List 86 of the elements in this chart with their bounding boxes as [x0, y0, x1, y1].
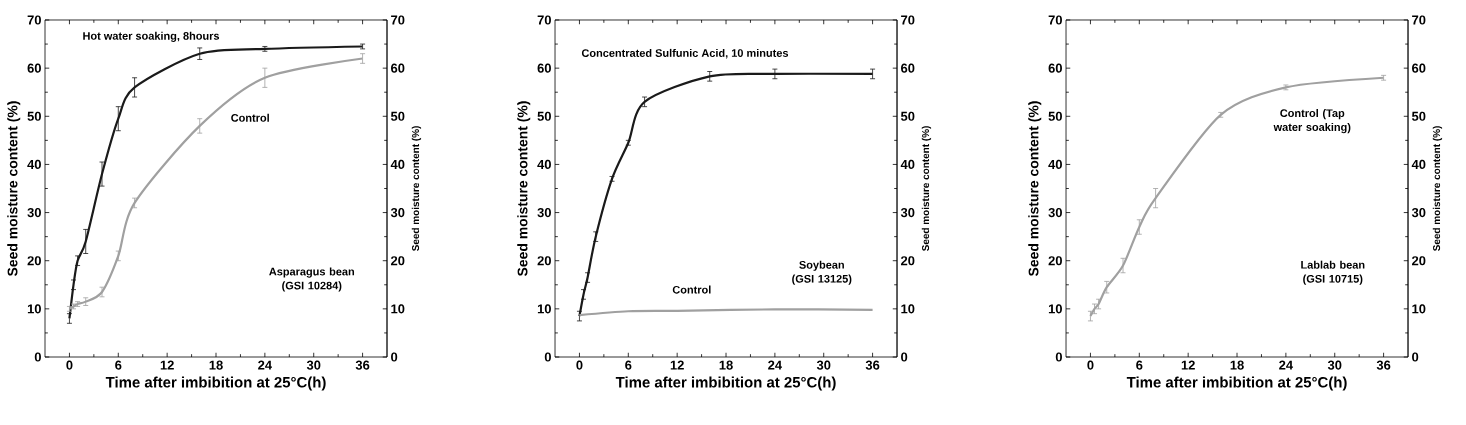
- y-tick-label: 40: [1048, 159, 1062, 170]
- y-tick-label: 0: [1055, 352, 1062, 362]
- annotation: Concentrated Sulfunic Acid, 10 minutes: [581, 48, 789, 59]
- x-tick-label: 12: [160, 360, 174, 370]
- y2-tick-label: 30: [390, 207, 405, 218]
- y-tick-label: 70: [27, 15, 41, 25]
- y-tick-label: 20: [27, 256, 41, 266]
- y-tick-label: 30: [1048, 207, 1062, 218]
- y2-axis-title: Seed moisture content (%): [1432, 126, 1443, 252]
- x-tick-label: 12: [670, 360, 684, 370]
- y-tick-label: 40: [27, 159, 41, 170]
- x-tick-label: 18: [209, 360, 223, 370]
- y2-axis-title: Seed moisture content (%): [921, 126, 932, 252]
- annotation: Control (Tap water soaking): [1273, 109, 1351, 134]
- y2-tick-label: 40: [1411, 159, 1426, 170]
- x-tick-label: 6: [1136, 360, 1143, 370]
- y-axis-title: Seed moisture content (%): [517, 101, 531, 277]
- y-tick-label: 10: [27, 304, 41, 314]
- y2-tick-label: 70: [1412, 15, 1426, 25]
- y-tick-label: 10: [537, 304, 551, 314]
- y2-tick-label: 50: [900, 111, 915, 121]
- y-tick-label: 20: [537, 256, 551, 266]
- annotation: Asparagus bean (GSI 10284): [269, 267, 355, 292]
- y-tick-label: 30: [537, 207, 551, 218]
- y2-tick-label: 0: [1412, 352, 1419, 362]
- y2-axis-title: Seed moisture content (%): [411, 126, 422, 252]
- y2-tick-label: 10: [901, 304, 915, 314]
- y-tick-label: 70: [537, 15, 551, 25]
- x-tick-label: 30: [816, 360, 831, 370]
- x-tick-label: 18: [719, 360, 733, 370]
- y2-tick-label: 40: [390, 159, 405, 170]
- y-tick-label: 60: [1048, 63, 1062, 73]
- y2-tick-label: 70: [901, 15, 915, 25]
- y2-tick-label: 0: [901, 352, 908, 362]
- annotation: Lablab bean (GSI 10715): [1301, 260, 1365, 285]
- x-axis-title: Time after imbibition at 25°C(h): [105, 376, 326, 391]
- y-tick-label: 0: [34, 352, 41, 362]
- y2-tick-label: 70: [391, 15, 405, 25]
- y-axis-title: Seed moisture content (%): [7, 101, 21, 277]
- x-tick-label: 0: [66, 360, 73, 370]
- annotation: Soybean (GSI 13125): [792, 260, 852, 285]
- annotation: Hot water soaking, 8hours: [83, 31, 220, 42]
- y2-tick-label: 10: [391, 304, 405, 314]
- y2-tick-label: 60: [391, 63, 405, 73]
- x-tick-label: 0: [576, 360, 583, 370]
- x-tick-label: 24: [258, 360, 273, 370]
- x-tick-label: 36: [355, 360, 370, 370]
- x-axis-title: Time after imbibition at 25°C(h): [615, 376, 836, 391]
- y2-tick-label: 60: [901, 63, 915, 73]
- y-tick-label: 0: [544, 352, 551, 362]
- y2-tick-label: 20: [390, 256, 405, 266]
- x-tick-label: 36: [865, 360, 880, 370]
- y2-tick-label: 40: [900, 159, 915, 170]
- y2-tick-label: 20: [900, 256, 915, 266]
- y-axis-title: Seed moisture content (%): [1028, 101, 1042, 277]
- y-tick-label: 10: [1048, 304, 1062, 314]
- y2-tick-label: 30: [1411, 207, 1426, 218]
- y-tick-label: 70: [1048, 15, 1062, 25]
- y2-tick-label: 30: [900, 207, 915, 218]
- x-tick-label: 6: [115, 360, 122, 370]
- y2-tick-label: 20: [1412, 256, 1426, 266]
- x-axis-title: Time after imbibition at 25°C(h): [1126, 376, 1347, 391]
- x-tick-label: 12: [1181, 360, 1195, 370]
- x-tick-label: 30: [1327, 360, 1342, 370]
- x-tick-label: 18: [1230, 360, 1244, 370]
- x-tick-label: 36: [1376, 360, 1391, 370]
- x-tick-label: 24: [1279, 360, 1294, 370]
- y-tick-label: 20: [1048, 256, 1062, 266]
- x-tick-label: 30: [306, 360, 321, 370]
- y-tick-label: 50: [1048, 111, 1062, 121]
- x-tick-label: 6: [625, 360, 632, 370]
- y-tick-label: 50: [537, 111, 551, 121]
- x-tick-label: 0: [1087, 360, 1094, 370]
- y-tick-label: 30: [27, 207, 41, 218]
- y-tick-label: 60: [537, 63, 551, 73]
- y-tick-label: 60: [27, 63, 41, 73]
- annotation: Control: [672, 285, 711, 294]
- x-tick-label: 24: [768, 360, 783, 370]
- y2-tick-label: 60: [1412, 63, 1426, 73]
- y2-tick-label: 10: [1412, 304, 1426, 314]
- y2-tick-label: 50: [390, 111, 405, 121]
- y2-tick-label: 0: [391, 352, 398, 362]
- y-tick-label: 50: [27, 111, 41, 121]
- y-tick-label: 40: [537, 159, 551, 170]
- annotation: Control: [231, 113, 269, 122]
- y2-tick-label: 50: [1411, 111, 1426, 121]
